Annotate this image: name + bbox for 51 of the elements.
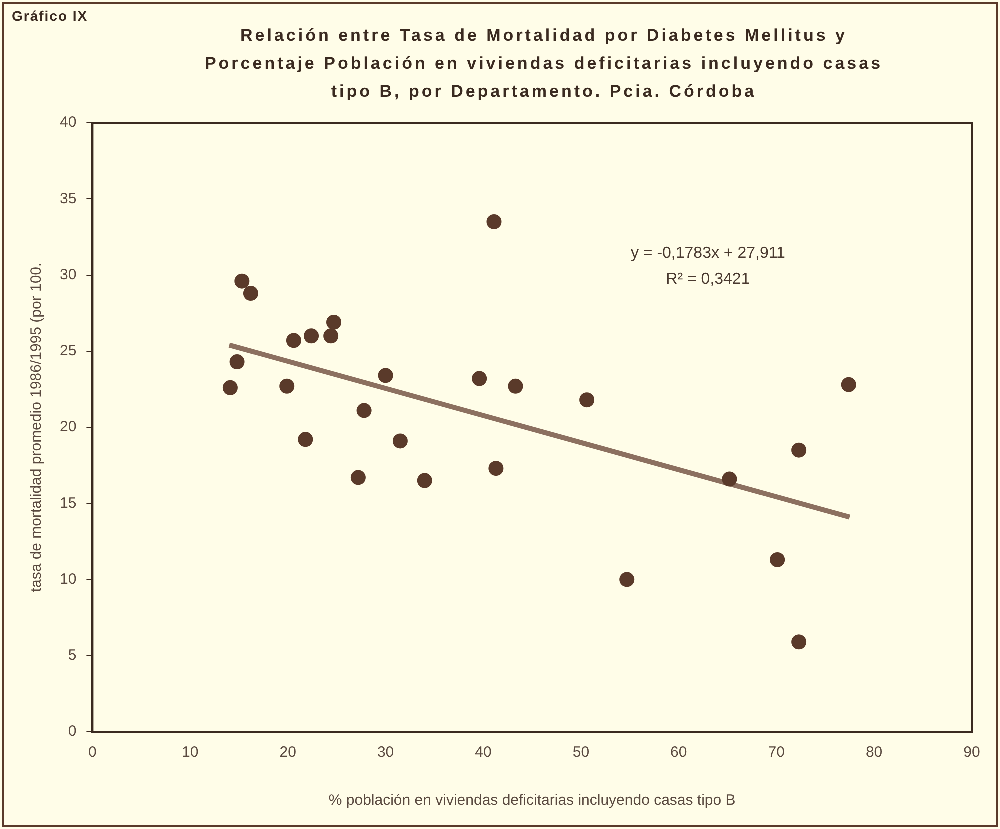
point [234,274,250,289]
point [324,328,339,344]
y-tick-label: 25 [60,342,77,360]
y-tick-label: 30 [60,266,77,284]
point [243,286,258,302]
point [488,461,504,476]
x-axis-title: % población en viviendas deficitarias incluyendo casas tipo B [328,792,736,810]
point [508,378,524,394]
point [580,392,595,408]
chart-title: Relación entre Tasa de Mortalidad por Diabetes Mellitus y Porcentaje Población en viviendas deficitarias incluyendo casas tipo B, por Departamento. Pcia. Córdoba [204,25,884,103]
x-tick-label: 90 [964,744,980,762]
y-tick-label: 10 [60,570,77,588]
x-tick-label: 0 [88,744,97,762]
point [722,472,738,487]
point [620,572,635,588]
point [230,354,245,370]
y-tick-label: 0 [68,723,77,740]
annotation: R² = 0,3421 [666,271,750,288]
y-tick-label: 40 [60,114,77,132]
point [486,214,502,230]
point [392,434,408,449]
point [356,403,372,418]
x-tick-label: 80 [866,744,883,762]
x-tick-label: 40 [475,744,492,762]
y-axis-title: tasa de mortalidad promedio 1986/1995 (por 100. [28,262,46,592]
point [792,442,807,458]
x-tick-label: 70 [768,744,785,762]
point [417,473,432,488]
point [304,328,320,344]
point [841,377,856,392]
point [472,371,488,386]
point [286,333,302,348]
point [222,380,238,396]
point [326,314,342,330]
x-tick-label: 50 [572,744,590,762]
text: Gráfico IX [12,8,88,24]
point [298,432,314,448]
point [378,368,394,384]
point [350,470,366,486]
x-tick-label: 10 [182,744,199,762]
x-tick-label: 30 [377,744,394,762]
y-tick-label: 5 [68,647,77,664]
point [280,378,295,394]
annotation: y = -0,1783x + 27,911 [630,245,786,262]
point [792,634,807,650]
x-tick-label: 60 [670,744,688,762]
x-tick-label: 20 [280,744,296,762]
y-tick-label: 20 [60,418,77,436]
y-tick-label: 15 [60,494,77,512]
point [770,552,786,568]
y-tick-label: 35 [60,190,77,208]
